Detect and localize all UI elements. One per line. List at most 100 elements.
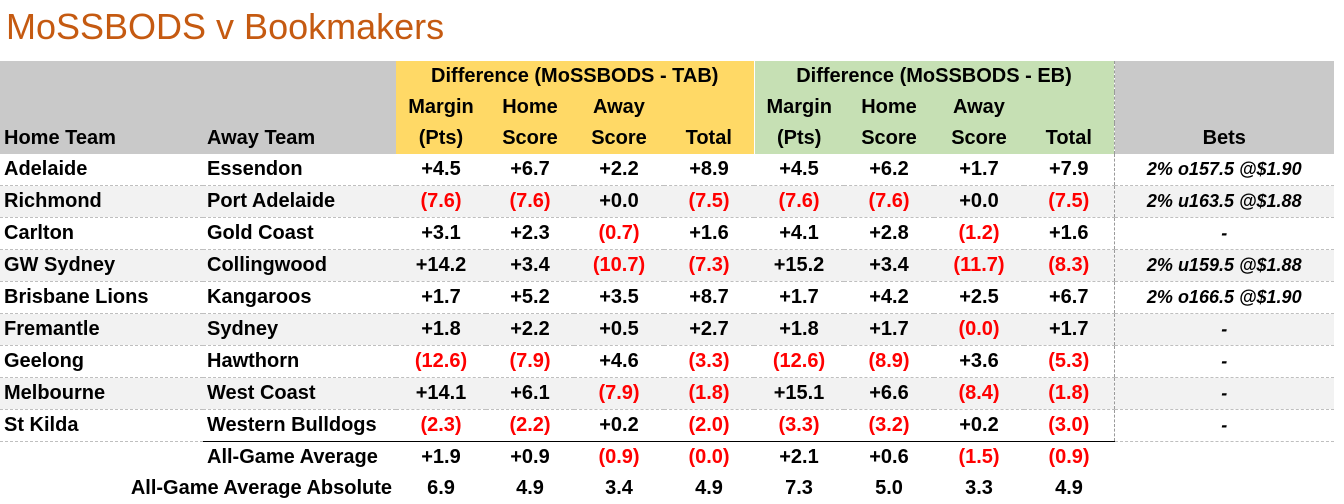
bet-cell: 2% o166.5 @$1.90 [1113,281,1334,314]
tab-group-header: Difference (MoSSBODS - TAB) [396,61,754,92]
away-team-cell: Hawthorn [203,345,396,378]
tab-home-score-cell: +3.4 [486,249,574,282]
table-row: Brisbane Lions Kangaroos +1.7 +5.2 +3.5 +8.7 +… [0,281,1334,314]
tab-margin-cell: (2.3) [396,409,486,442]
tab-total-cell: (7.5) [664,185,754,218]
summary-eb-total: 4.9 [1055,477,1083,499]
summary-eb-total: (0.9) [1024,441,1114,473]
tab-away-score-cell: +3.5 [574,281,664,314]
eb-away-score-cell: (0.0) [934,313,1024,346]
tab-margin-cell: +4.5 [396,154,486,186]
bet-cell: - [1113,217,1334,250]
summary-tab-total: 4.9 [695,477,723,499]
eb-margin-cell: +1.8 [754,313,844,346]
eb-home-score-cell: +4.2 [844,281,934,314]
tab-total-cell: +1.6 [664,217,754,250]
eb-home-score-cell: (8.9) [844,345,934,378]
tab-margin-cell: +14.1 [396,377,486,410]
eb-home-header-score: Score [844,123,934,154]
table-row: GW Sydney Collingwood +14.2 +3.4 (10.7) (7.3)… [0,249,1334,282]
bets-header: Bets [1113,123,1334,154]
tab-total-cell: (3.3) [664,345,754,378]
tab-away-score-cell: +0.0 [574,185,664,218]
home-team-cell: Geelong [0,345,203,378]
eb-margin-header: Margin [753,92,844,123]
away-team-cell: West Coast [203,377,396,410]
table-row: Fremantle Sydney +1.8 +2.2 +0.5 +2.7 +1.8 +1.7(… [0,313,1334,346]
tab-home-header-score: Score [486,123,574,154]
eb-home-score-cell: (7.6) [844,185,934,218]
away-team-cell: Kangaroos [203,281,396,314]
tab-total-cell: +8.9 [664,154,754,186]
summary-tab-away-score: 3.4 [605,477,633,499]
eb-margin-cell: +15.1 [754,377,844,410]
table-row: Adelaide Essendon +4.5 +6.7 +2.2 +8.9 +4.5 +6.2… [0,154,1334,186]
tab-home-score-cell: +6.7 [486,154,574,186]
summary-eb-margin: +2.1 [754,441,844,473]
summary-row: All-Game Average Absolute 6.9 4.9 3.4 4.9 7.3… [0,473,1334,504]
home-team-cell: Brisbane Lions [0,281,203,314]
bet-cell: - [1113,345,1334,378]
away-team-cell: Essendon [203,154,396,186]
tab-margin-header: Margin [396,92,486,123]
eb-total-cell: +1.6 [1024,217,1114,250]
tab-home-score-cell: (7.9) [486,345,574,378]
summary-tab-margin: 6.9 [427,477,455,499]
home-team-cell: Carlton [0,217,203,250]
eb-total-cell: +6.7 [1024,281,1114,314]
page-title: MoSSBODS v Bookmakers [6,6,445,47]
eb-away-score-cell: +1.7 [934,154,1024,186]
eb-total-cell: (5.3) [1024,345,1114,378]
table-row: Richmond Port Adelaide (7.6) (7.6) +0.0 (7.5)… [0,185,1334,218]
summary-tab-away-score: (0.9) [574,441,664,473]
eb-total-cell: +1.7 [1024,313,1114,346]
table-row: St Kilda Western Bulldogs (2.3) (2.2) +0.2 (2… [0,409,1334,442]
tab-away-score-cell: +0.2 [574,409,664,442]
tab-total-cell: (2.0) [664,409,754,442]
bet-cell: - [1113,313,1334,346]
eb-home-score-cell: +2.8 [844,217,934,250]
summary-eb-margin: 7.3 [785,477,813,499]
bet-cell: - [1113,409,1334,442]
tab-total-header-spacer [664,92,754,123]
eb-away-header-score: Score [934,123,1024,154]
summary-label: All-Game Average Absolute [130,477,392,499]
bet-cell: 2% o157.5 @$1.90 [1113,154,1334,186]
comparison-table: Difference (MoSSBODS - TAB) Difference (… [0,61,1334,504]
eb-home-score-cell: +6.6 [844,377,934,410]
eb-total-cell: (8.3) [1024,249,1114,282]
bet-cell: 2% u163.5 @$1.88 [1113,185,1334,218]
tab-total-cell: (7.3) [664,249,754,282]
tab-away-score-cell: (10.7) [574,249,664,282]
eb-away-header: Away [934,92,1024,123]
eb-away-score-cell: +3.6 [934,345,1024,378]
eb-away-score-cell: +2.5 [934,281,1024,314]
tab-away-score-cell: +2.2 [574,154,664,186]
summary-spacer [0,442,203,474]
tab-home-score-cell: +2.2 [486,313,574,346]
tab-away-score-cell: +4.6 [574,345,664,378]
tab-away-score-cell: +0.5 [574,313,664,346]
eb-away-score-cell: (1.2) [934,217,1024,250]
eb-total-cell: +7.9 [1024,154,1114,186]
eb-total-header-spacer [1024,92,1114,123]
eb-home-score-cell: +1.7 [844,313,934,346]
table-row: Geelong Hawthorn (12.6) (7.9) +4.6 (3.3) (12.6… [0,345,1334,378]
home-team-header: Home Team [0,123,203,154]
summary-tab-home-score: 4.9 [516,477,544,499]
away-team-header: Away Team [203,123,396,154]
home-team-cell: GW Sydney [0,249,203,282]
tab-home-score-cell: +5.2 [486,281,574,314]
eb-away-score-cell: (8.4) [934,377,1024,410]
table-row: Melbourne West Coast +14.1 +6.1 (7.9) (1.8) +1… [0,377,1334,410]
tab-home-score-cell: +6.1 [486,377,574,410]
away-team-cell: Sydney [203,313,396,346]
eb-home-score-cell: (3.2) [844,409,934,442]
summary-eb-home-score: 5.0 [875,477,903,499]
eb-away-score-cell: +0.0 [934,185,1024,218]
tab-away-header-score: Score [574,123,664,154]
eb-margin-header-unit: (Pts) [753,123,844,154]
tab-margin-cell: +1.7 [396,281,486,314]
eb-margin-cell: +1.7 [754,281,844,314]
tab-home-score-cell: +2.3 [486,217,574,250]
